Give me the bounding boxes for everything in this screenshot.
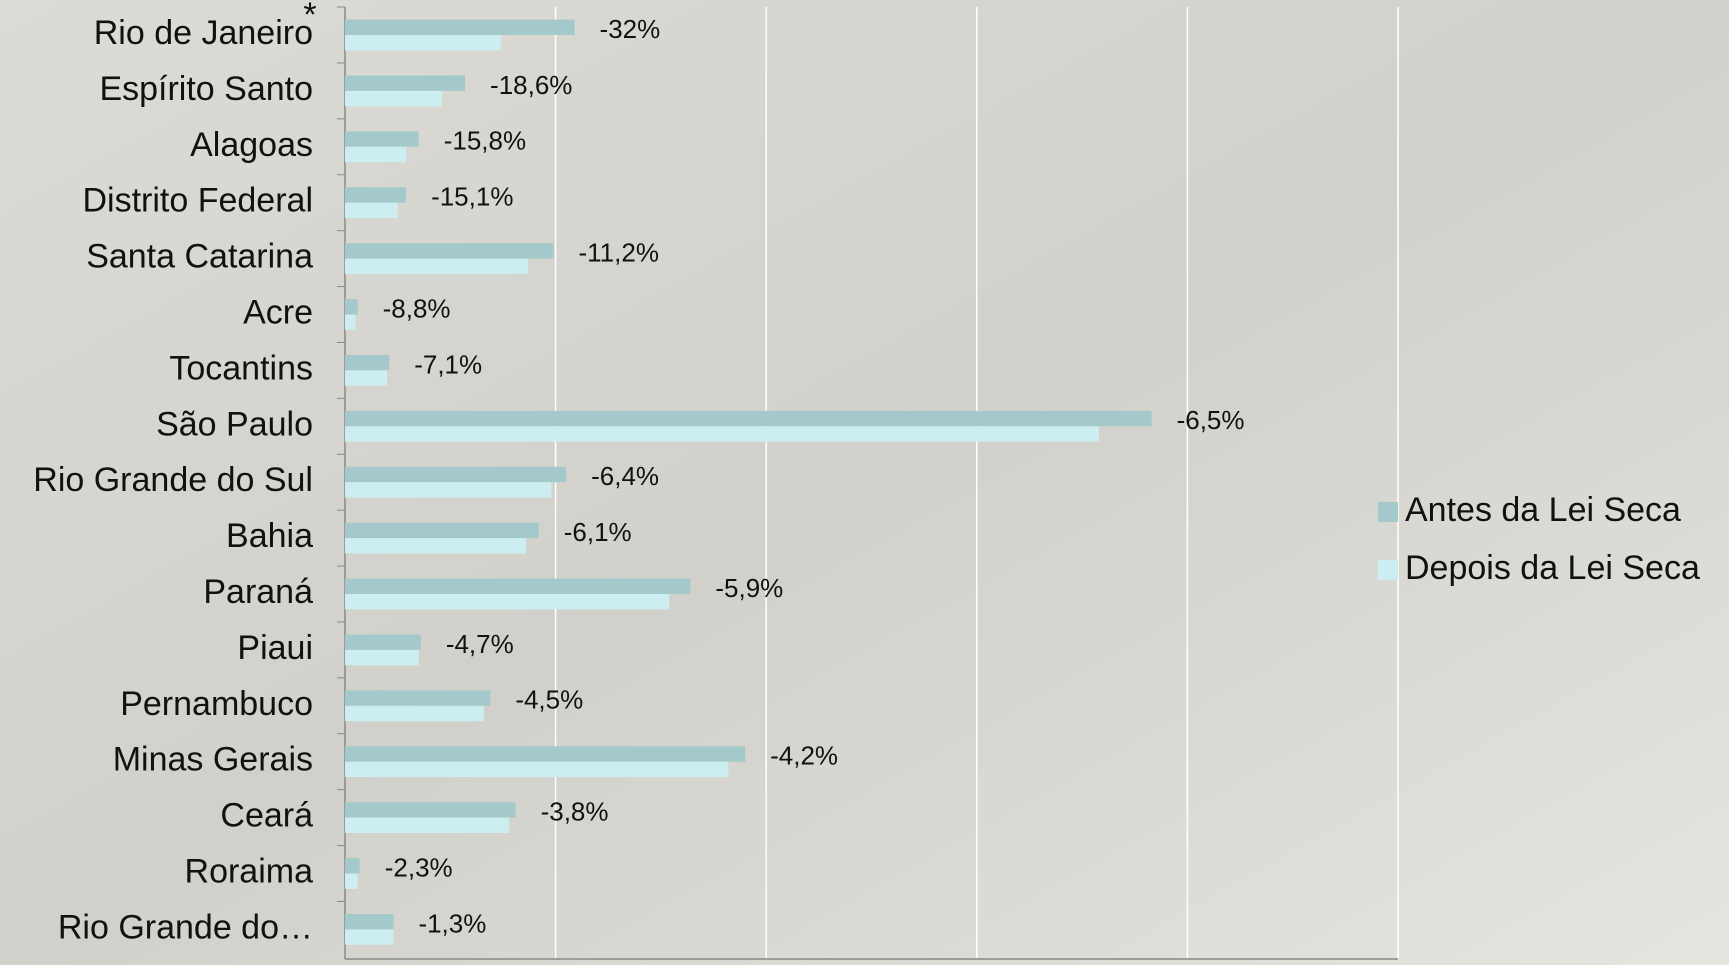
bar — [345, 35, 501, 50]
category-label: Acre — [243, 293, 313, 331]
category-label: Tocantins — [169, 349, 313, 387]
change-label: -6,5% — [1177, 405, 1245, 435]
category-label: Rio Grande do Sul — [33, 461, 313, 499]
bar — [345, 259, 528, 274]
category-label: Minas Gerais — [113, 741, 313, 779]
category-label: Distrito Federal — [82, 182, 313, 220]
change-label: -8,8% — [383, 293, 451, 323]
change-label: -32% — [600, 14, 661, 44]
legend-label: Antes da Lei Seca — [1405, 491, 1681, 529]
bar — [345, 482, 551, 497]
bar — [345, 579, 690, 594]
change-label: -2,3% — [385, 852, 453, 882]
change-label: -15,1% — [431, 182, 513, 212]
bar — [345, 76, 465, 91]
category-label: Pernambuco — [120, 685, 313, 723]
change-label: -7,1% — [414, 349, 482, 379]
bar — [345, 929, 393, 944]
category-note: * — [303, 0, 316, 34]
category-label: Rio Grande do… — [58, 908, 313, 946]
bar — [345, 187, 406, 202]
bar — [345, 20, 575, 35]
category-label: Ceará — [220, 797, 313, 835]
bar — [345, 523, 539, 538]
bar — [345, 818, 509, 833]
change-label: -1,3% — [418, 908, 486, 938]
change-label: -15,8% — [444, 126, 526, 156]
bar — [345, 131, 419, 146]
bar — [345, 299, 358, 314]
bar — [345, 355, 389, 370]
bar — [345, 690, 490, 705]
category-label: Espírito Santo — [99, 70, 313, 108]
change-label: -4,7% — [446, 629, 514, 659]
bar — [345, 147, 406, 162]
change-label: -4,2% — [770, 741, 838, 771]
bar — [345, 315, 356, 330]
bar — [345, 594, 669, 609]
category-label: Rio de Janeiro — [94, 14, 313, 52]
change-label: -6,1% — [564, 517, 632, 547]
bar — [345, 370, 387, 385]
bar — [345, 203, 398, 218]
category-label: Alagoas — [190, 126, 313, 164]
bar — [345, 91, 442, 106]
bar — [345, 426, 1099, 441]
bar — [345, 635, 421, 650]
bar — [345, 874, 358, 889]
bar — [345, 467, 566, 482]
bar — [345, 858, 360, 873]
category-label: Piaui — [237, 629, 313, 667]
bar — [345, 243, 553, 258]
change-label: -18,6% — [490, 70, 572, 100]
category-label: Bahia — [226, 517, 313, 555]
legend-swatch — [1378, 560, 1398, 580]
legend-label: Depois da Lei Seca — [1405, 549, 1700, 587]
category-label: São Paulo — [156, 405, 313, 443]
category-label: Roraima — [185, 852, 314, 890]
bar — [345, 762, 728, 777]
change-label: -6,4% — [591, 461, 659, 491]
bar — [345, 802, 516, 817]
bar — [345, 538, 526, 553]
bar — [345, 746, 745, 761]
legend-swatch — [1378, 502, 1398, 522]
change-label: -11,2% — [578, 237, 658, 267]
bar — [345, 650, 419, 665]
change-label: -4,5% — [515, 685, 583, 715]
bar — [345, 706, 484, 721]
change-label: -5,9% — [715, 573, 783, 603]
category-label: Santa Catarina — [86, 238, 313, 276]
category-label: Paraná — [203, 573, 313, 611]
bar — [345, 411, 1152, 426]
bar — [345, 914, 393, 929]
chart: Rio de Janeiro -32% Espírito Santo -18,6% Al… — [0, 0, 1729, 965]
change-label: -3,8% — [541, 796, 609, 826]
